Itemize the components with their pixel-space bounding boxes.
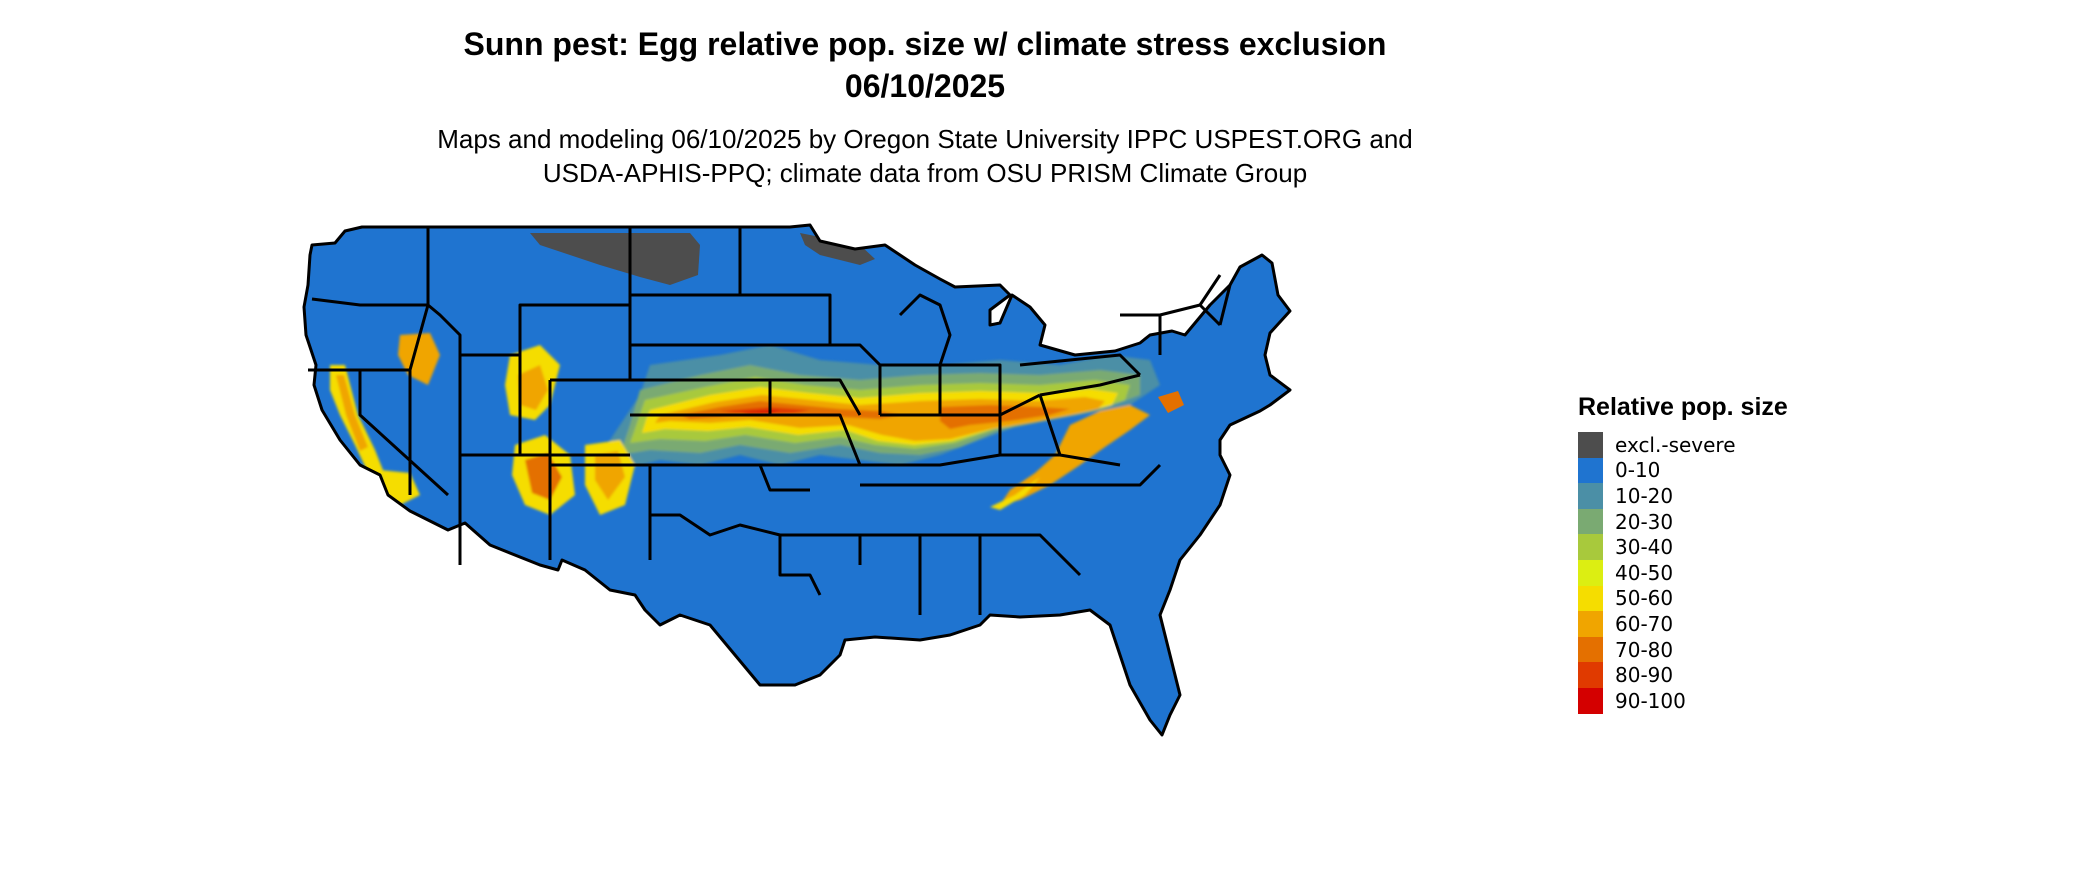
- legend-swatch: [1578, 611, 1603, 637]
- legend-swatch: [1578, 585, 1603, 612]
- legend-swatch: [1578, 457, 1603, 484]
- legend-label: excl.-severe: [1615, 432, 1736, 457]
- legend-swatch: [1578, 432, 1603, 458]
- legend-item: 70-80: [1578, 636, 1788, 663]
- legend-item: 20-30: [1578, 508, 1788, 535]
- zone-excl-severe: [530, 233, 700, 285]
- legend-items: excl.-severe 0-10 10-20 20-30 30-40 40-50 50-6…: [1578, 432, 1788, 714]
- legend-swatch: [1578, 483, 1603, 509]
- state-borders: [302, 223, 1292, 737]
- legend-item: 80-90: [1578, 662, 1788, 688]
- legend-item: 40-50: [1578, 559, 1788, 586]
- legend-item: 10-20: [1578, 483, 1788, 509]
- us-land: [304, 225, 1290, 735]
- legend-label: 30-40: [1615, 535, 1674, 560]
- legend-swatch: [1578, 636, 1603, 663]
- map-credit-line-1: Maps and modeling 06/10/2025 by Oregon S…: [437, 124, 1413, 154]
- us-map: [302, 223, 1292, 737]
- legend-item: 0-10: [1578, 457, 1788, 484]
- legend-title: Relative pop. size: [1578, 393, 1788, 421]
- legend-label: 20-30: [1615, 509, 1674, 534]
- legend-swatch: [1578, 534, 1603, 560]
- legend-swatch: [1578, 662, 1603, 688]
- zone-ne-pocket: [1158, 391, 1184, 413]
- legend-label: 80-90: [1615, 663, 1674, 688]
- legend-label: 40-50: [1615, 560, 1674, 585]
- zone-appalachian-yellow: [990, 477, 1040, 510]
- legend-label: 60-70: [1615, 611, 1674, 636]
- legend-swatch: [1578, 508, 1603, 535]
- legend-swatch: [1578, 559, 1603, 586]
- legend-swatch: [1578, 687, 1603, 714]
- map-date: 06/10/2025: [844, 68, 1006, 104]
- legend-item: 90-100: [1578, 687, 1788, 714]
- zone-west-ut-core: [518, 365, 548, 410]
- legend-label: 90-100: [1615, 688, 1686, 713]
- map-credit-line-2: USDA-APHIS-PPQ; climate data from OSU PR…: [542, 158, 1308, 188]
- map-title: Sunn pest: Egg relative pop. size w/ cli…: [463, 26, 1387, 62]
- legend-item: 50-60: [1578, 585, 1788, 612]
- zone-west-sierra-core: [336, 375, 368, 451]
- legend-label: 50-60: [1615, 586, 1674, 611]
- legend: Relative pop. size excl.-severe 0-10 10-20…: [1578, 392, 1788, 714]
- legend-label: 0-10: [1615, 458, 1661, 483]
- legend-item: 30-40: [1578, 534, 1788, 560]
- legend-item: excl.-severe: [1578, 432, 1788, 458]
- zone-70-80-b: [940, 405, 1070, 429]
- zone-west-nm-core: [595, 451, 625, 500]
- legend-item: 60-70: [1578, 611, 1788, 637]
- legend-label: 10-20: [1615, 483, 1674, 508]
- legend-label: 70-80: [1615, 637, 1674, 662]
